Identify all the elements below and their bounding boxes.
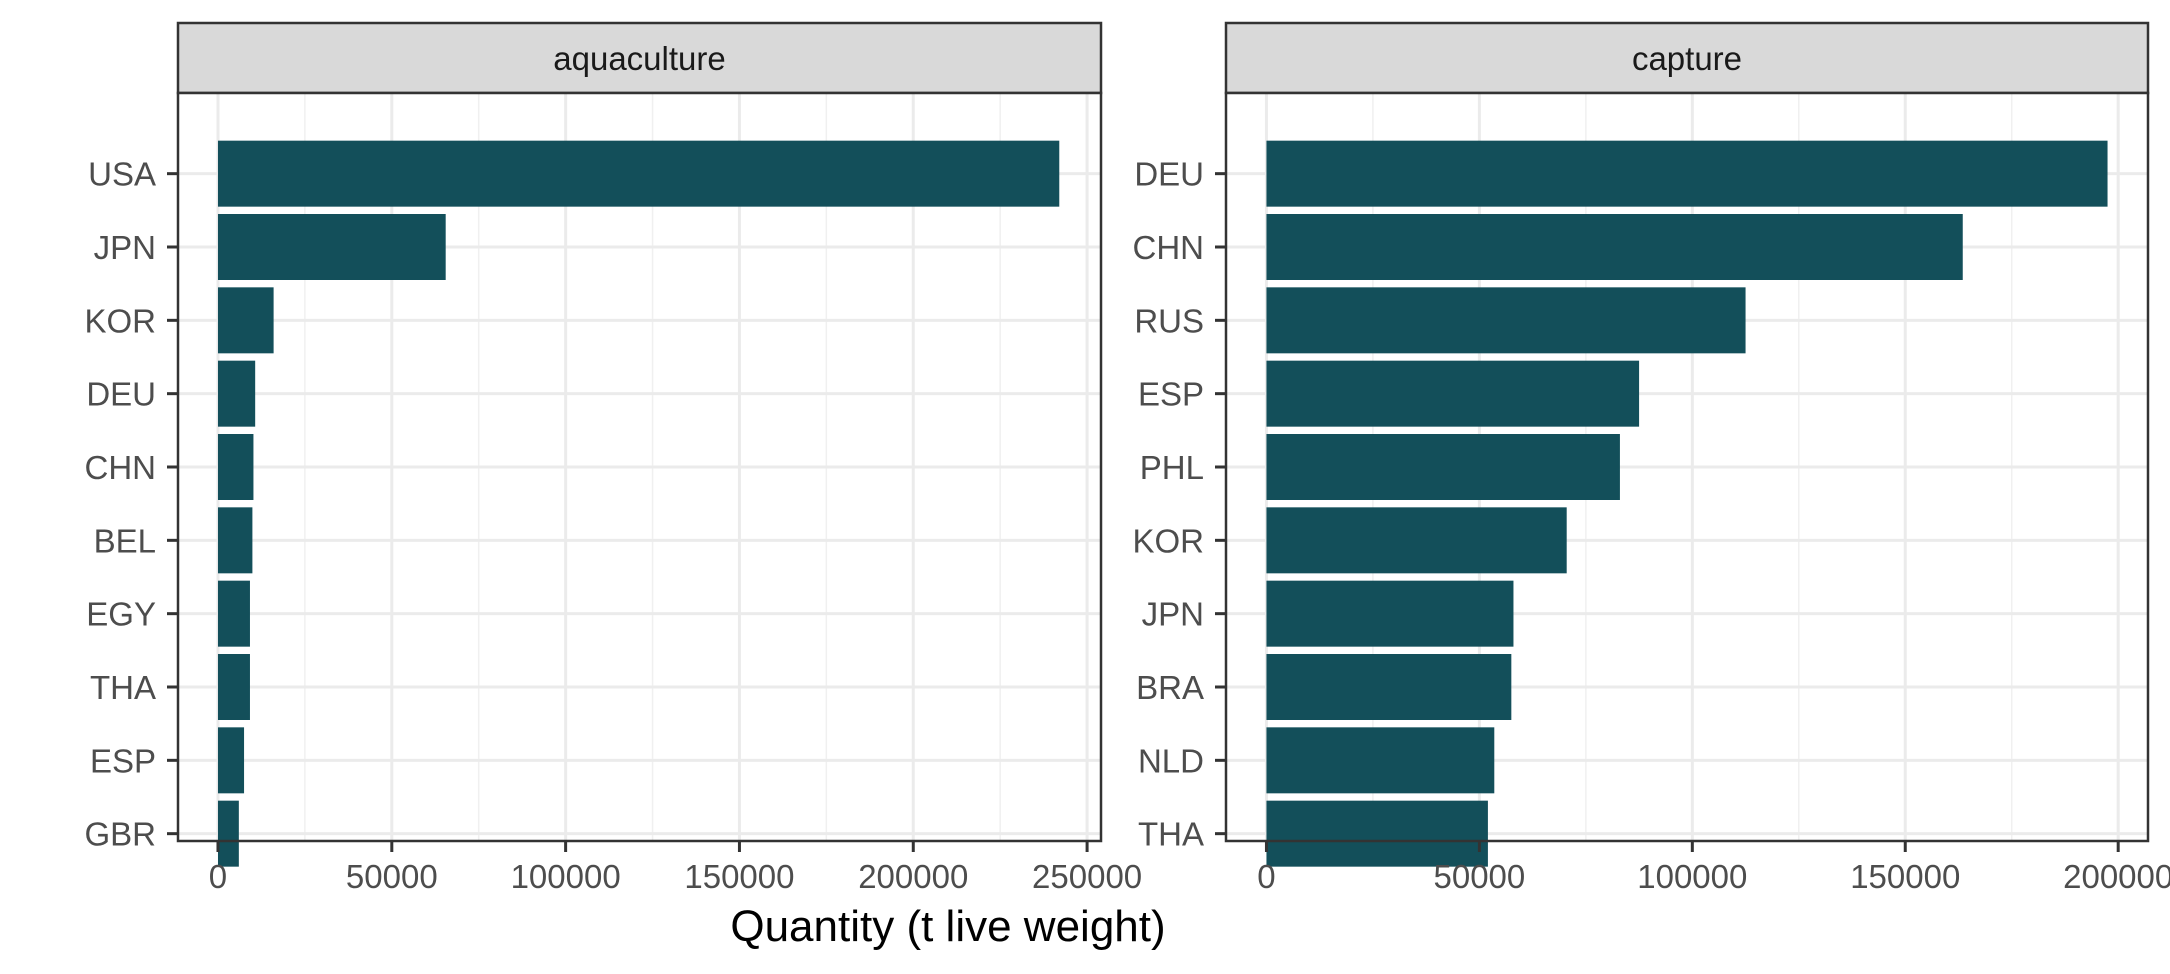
bar-tha (1266, 800, 1488, 867)
bar-tha (217, 654, 250, 720)
facet-strip-label: capture (1632, 40, 1742, 77)
y-tick-label: THA (90, 669, 156, 706)
x-axis-title: Quantity (t live weight) (730, 902, 1165, 951)
y-tick-label: USA (88, 156, 156, 193)
bar-phl (1266, 434, 1620, 500)
bar-jpn (217, 214, 446, 280)
y-tick-label: CHN (1133, 229, 1205, 266)
y-tick-label: EGY (86, 596, 156, 633)
y-tick-label: BEL (94, 522, 156, 559)
bar-kor (1266, 507, 1567, 574)
bar-gbr (217, 800, 239, 867)
bar-jpn (1266, 580, 1514, 647)
bar-kor (217, 287, 274, 354)
x-tick-label: 150000 (1850, 858, 1960, 895)
bar-rus (1266, 287, 1746, 354)
y-tick-label: DEU (86, 376, 156, 413)
x-tick-label: 0 (1257, 858, 1275, 895)
bar-chn (217, 434, 254, 500)
y-tick-label: JPN (94, 229, 156, 266)
facet-strip (1224, 21, 2150, 95)
y-tick-label: THA (1138, 816, 1204, 853)
y-tick-label: CHN (85, 449, 157, 486)
x-tick-label: 200000 (858, 858, 968, 895)
bar-esp (1266, 360, 1640, 427)
y-tick-label: NLD (1138, 742, 1204, 779)
y-tick-label: KOR (1132, 522, 1204, 559)
facet-strip-label: aquaculture (553, 40, 725, 77)
facet-strip (176, 21, 1103, 95)
y-tick-label: ESP (90, 742, 156, 779)
bar-nld (1266, 727, 1495, 794)
panel-capture: capture DEU CHN RUS ESP PHL KOR JPN BRA NLD THA 0 50… (1132, 21, 2170, 895)
x-tick-label: 0 (209, 858, 227, 895)
x-tick-label: 50000 (1434, 858, 1526, 895)
bar-egy (217, 580, 250, 647)
x-tick-label: 100000 (511, 858, 621, 895)
y-tick-label: JPN (1142, 596, 1204, 633)
x-tick-label: 250000 (1032, 858, 1142, 895)
x-tick-label: 200000 (2063, 858, 2170, 895)
bar-deu (1266, 140, 2108, 207)
y-tick-label: KOR (84, 302, 156, 339)
bar-usa (217, 140, 1060, 207)
y-tick-label: PHL (1140, 449, 1204, 486)
x-tick-label: 100000 (1637, 858, 1747, 895)
y-tick-label: BRA (1136, 669, 1204, 706)
bar-deu (217, 360, 256, 427)
x-tick-label: 150000 (684, 858, 794, 895)
y-tick-label: ESP (1138, 376, 1204, 413)
bar-bra (1266, 654, 1512, 720)
bar-bel (217, 507, 253, 574)
y-tick-label: DEU (1134, 156, 1204, 193)
y-tick-label: GBR (84, 816, 156, 853)
panel-aquaculture: aquaculture USA JPN KOR DEU CHN BEL EGY THA ESP GB… (84, 21, 1142, 895)
bar-chn (1266, 214, 1963, 280)
bar-esp (217, 727, 245, 794)
x-tick-label: 50000 (346, 858, 438, 895)
y-tick-label: RUS (1134, 302, 1204, 339)
